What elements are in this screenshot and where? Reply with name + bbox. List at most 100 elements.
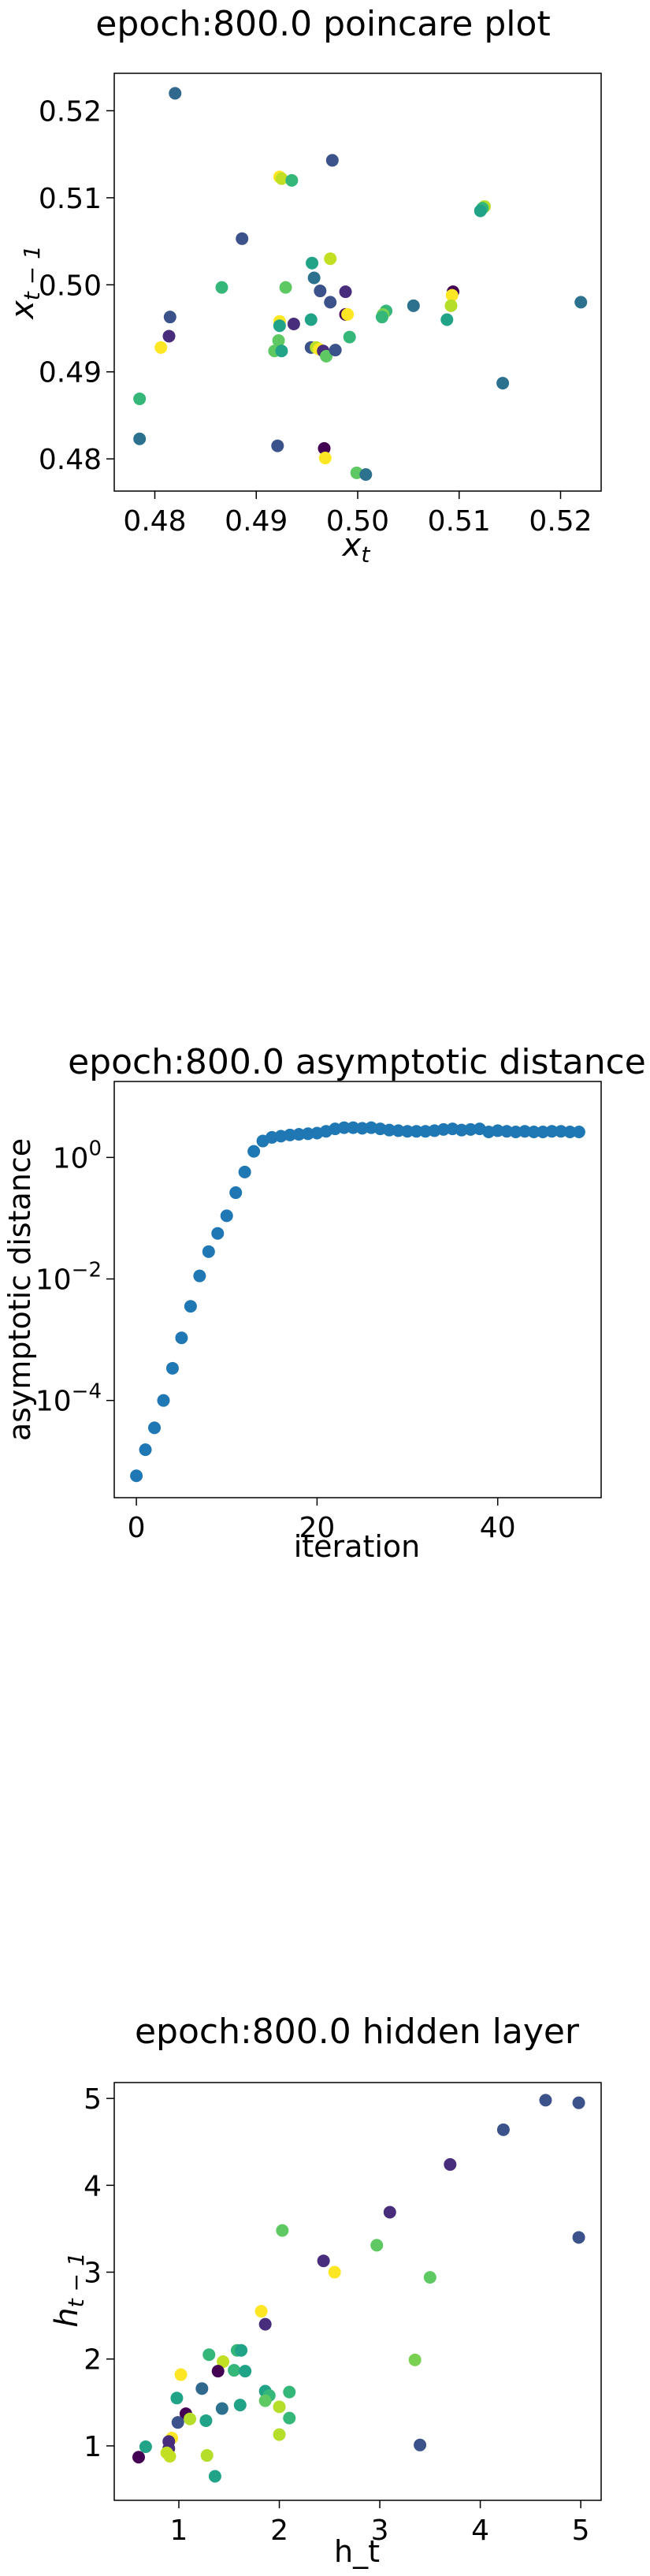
data-point xyxy=(572,2096,585,2109)
y-axis-label: xt − 1 xyxy=(5,245,45,321)
data-point xyxy=(563,1125,577,1138)
data-point xyxy=(383,1123,396,1137)
data-point xyxy=(518,1125,532,1138)
data-point xyxy=(162,329,176,343)
data-point xyxy=(317,2254,330,2268)
data-point xyxy=(554,1125,567,1138)
data-point xyxy=(174,2368,188,2381)
data-point xyxy=(217,2355,230,2369)
data-point xyxy=(275,344,288,358)
data-point xyxy=(169,87,182,100)
data-point xyxy=(455,1123,468,1137)
data-point xyxy=(199,2414,213,2427)
chart-title: epoch:800.0 poincare plot xyxy=(95,4,550,44)
data-point xyxy=(133,432,147,445)
x-axis-label: iteration xyxy=(294,1529,421,1564)
tick-exponent: −2 xyxy=(72,1259,102,1282)
data-point xyxy=(283,2411,296,2425)
data-point xyxy=(496,377,510,390)
data-point xyxy=(314,285,327,298)
data-point xyxy=(236,232,249,245)
y-tick-label: 0.52 xyxy=(39,95,102,128)
y-tick-label: 4 xyxy=(84,2170,102,2202)
data-point xyxy=(474,204,487,218)
data-points xyxy=(132,2094,585,2483)
y-tick-label: 2 xyxy=(84,2344,102,2377)
data-point xyxy=(304,313,318,326)
y-axis-label: asymptotic distance xyxy=(2,1138,37,1441)
x-tick-label: 5 xyxy=(572,2515,590,2547)
data-point xyxy=(408,2353,422,2366)
data-point xyxy=(202,2348,216,2362)
data-point xyxy=(537,1125,550,1138)
data-point xyxy=(464,1122,477,1136)
y-tick-label: 0.48 xyxy=(39,444,102,476)
data-point xyxy=(347,1121,360,1134)
data-point xyxy=(275,172,288,185)
data-point xyxy=(359,468,373,482)
x-tick-label: 3 xyxy=(371,2515,389,2547)
x-tick-label: 40 xyxy=(480,1512,516,1544)
x-tick-label: 1 xyxy=(170,2515,188,2547)
data-point xyxy=(509,1125,522,1138)
chart-title: epoch:800.0 hidden layer xyxy=(135,2012,580,2052)
data-point xyxy=(341,307,355,321)
data-point xyxy=(139,2440,152,2454)
data-point xyxy=(324,296,337,309)
asymptotic-distance-chart: epoch:800.0 asymptotic distance 0 20 40 10… xyxy=(2,1042,646,1564)
data-point xyxy=(407,299,420,312)
data-point xyxy=(440,313,454,326)
x-axis-ticks: 0 20 40 xyxy=(128,1498,516,1544)
data-point xyxy=(306,256,319,270)
data-point xyxy=(233,2399,247,2412)
data-point xyxy=(285,173,299,187)
data-point xyxy=(215,2402,228,2415)
tick-exponent: −4 xyxy=(72,1380,102,1404)
data-point xyxy=(273,2400,286,2414)
plot-frame xyxy=(113,2082,602,2501)
data-point xyxy=(193,1269,206,1282)
chart-title: epoch:800.0 asymptotic distance xyxy=(68,1042,646,1082)
data-point xyxy=(238,1165,251,1178)
data-points xyxy=(133,87,588,482)
data-point xyxy=(325,154,339,167)
y-axis-ticks: 0.48 0.49 0.50 0.51 0.52 xyxy=(39,95,114,476)
y-tick-label: 10−2 xyxy=(35,1259,102,1297)
y-tick-label: 100 xyxy=(53,1137,102,1174)
data-point xyxy=(355,1122,369,1135)
data-point xyxy=(392,1124,405,1137)
data-point xyxy=(254,2305,268,2318)
x-tick-label: 0.50 xyxy=(326,505,389,538)
data-points xyxy=(130,1121,585,1483)
data-point xyxy=(220,1209,233,1223)
x-tick-label: 4 xyxy=(471,2515,489,2547)
y-tick-label: 0.49 xyxy=(39,357,102,389)
data-point xyxy=(132,2451,145,2464)
data-point xyxy=(444,299,458,312)
data-point xyxy=(215,281,228,294)
data-point xyxy=(195,2382,209,2395)
poincare-chart: epoch:800.0 poincare plot 0.48 0.49 0.50 0.… xyxy=(5,4,602,568)
data-point xyxy=(170,2392,184,2405)
data-point xyxy=(527,1125,540,1138)
data-point xyxy=(318,441,331,455)
y-tick-label: 10−4 xyxy=(35,1380,102,1418)
data-point xyxy=(418,1125,432,1138)
data-point xyxy=(276,2224,289,2237)
data-point xyxy=(320,349,333,363)
plot-frame xyxy=(113,73,602,492)
data-point xyxy=(184,1300,197,1313)
data-point xyxy=(148,1421,162,1435)
data-point xyxy=(258,2394,272,2407)
data-point xyxy=(154,341,168,354)
data-point xyxy=(324,252,337,266)
data-point xyxy=(272,333,285,347)
data-point xyxy=(133,392,147,405)
y-tick-label: 5 xyxy=(84,2083,102,2116)
data-point xyxy=(247,1145,261,1158)
data-point xyxy=(370,2239,384,2252)
data-point xyxy=(375,311,388,324)
data-point xyxy=(383,2206,396,2219)
data-point xyxy=(235,2343,248,2357)
